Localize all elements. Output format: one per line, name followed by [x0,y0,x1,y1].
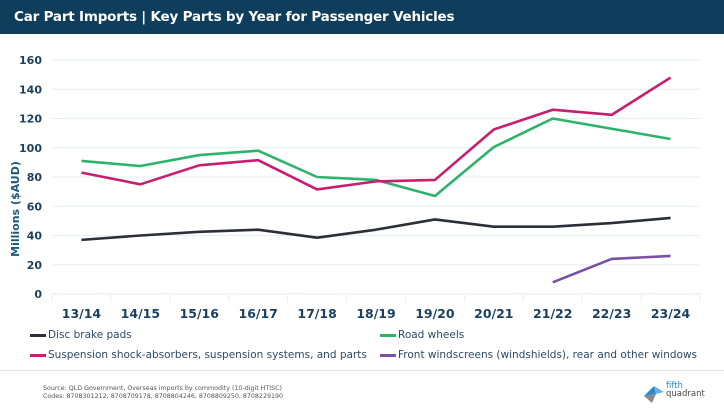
legend-swatch [380,333,396,337]
legend-label: Suspension shock-absorbers, suspension s… [48,349,367,361]
fifth-quadrant-logo: fifth quadrant [642,382,712,404]
series-line-front-windscreens-windshields-rear-and-other-windows [552,254,671,284]
series-line-road-wheels [81,117,671,198]
y-tick-label: 120 [19,113,42,126]
y-tick-label: 60 [27,200,43,213]
x-tick-label: 16/17 [239,306,278,321]
legend-label: Disc brake pads [48,329,132,341]
source-note: Source: QLD Government, Overseas imports… [43,385,283,401]
x-tick-label: 18/19 [356,306,395,321]
x-tick-label: 23/24 [651,306,691,321]
y-tick-label: 100 [19,142,42,155]
legend-swatch [30,333,46,337]
y-tick-label: 140 [19,83,42,96]
legend-swatch [380,353,396,357]
x-tick-label: 20/21 [474,306,513,321]
x-tick-label: 13/14 [62,306,102,321]
y-tick-label: 40 [27,230,43,243]
series-lines [81,76,672,284]
legend-item: Suspension shock-absorbers, suspension s… [30,349,367,361]
codes-line: Codes: 8708301212; 8708709178, 870880424… [43,393,283,400]
legend-label: Road wheels [398,329,465,341]
gridlines [52,59,700,295]
x-tick-label: 15/16 [180,306,220,321]
legend-item: Road wheels [380,329,464,341]
chart-title: Car Part Imports | Key Parts by Year for… [14,9,455,25]
footer-divider [0,370,724,371]
source-line: Source: QLD Government, Overseas imports… [43,385,282,392]
x-tick-label: 14/15 [121,306,160,321]
y-tick-label: 0 [34,288,42,301]
y-axis-label: Millions ($AUD) [9,161,22,257]
line-chart: 0 20 40 60 80 100 120 140 160 13/14 14/15 15/16 16/… [9,54,701,321]
x-axis-ticks: 13/14 14/15 15/16 16/17 17/18 18/19 19/20 20/21… [51,294,701,321]
header-bar: Car Part Imports | Key Parts by Year for… [0,0,724,34]
logo-text-fifth: fifth [666,381,683,391]
y-tick-label: 20 [27,259,43,272]
y-tick-label: 80 [27,171,43,184]
legend-item: Front windscreens (windshields), rear an… [380,349,697,361]
logo-mark-icon [644,386,664,403]
logo-text-quadrant: quadrant [666,389,705,399]
legend-swatch [30,353,46,357]
series-line-disc-brake-pads [81,216,671,242]
x-tick-label: 22/23 [592,306,631,321]
legend-item: Disc brake pads [30,329,132,341]
x-tick-label: 21/22 [533,306,572,321]
series-line-suspension-shock-absorbers-suspension-systems-and-parts [81,76,672,191]
y-tick-label: 160 [19,54,42,67]
x-tick-label: 19/20 [415,306,455,321]
y-axis-ticks: 0 20 40 60 80 100 120 140 160 [19,54,42,301]
legend-label: Front windscreens (windshields), rear an… [398,349,698,361]
x-tick-label: 17/18 [297,306,336,321]
